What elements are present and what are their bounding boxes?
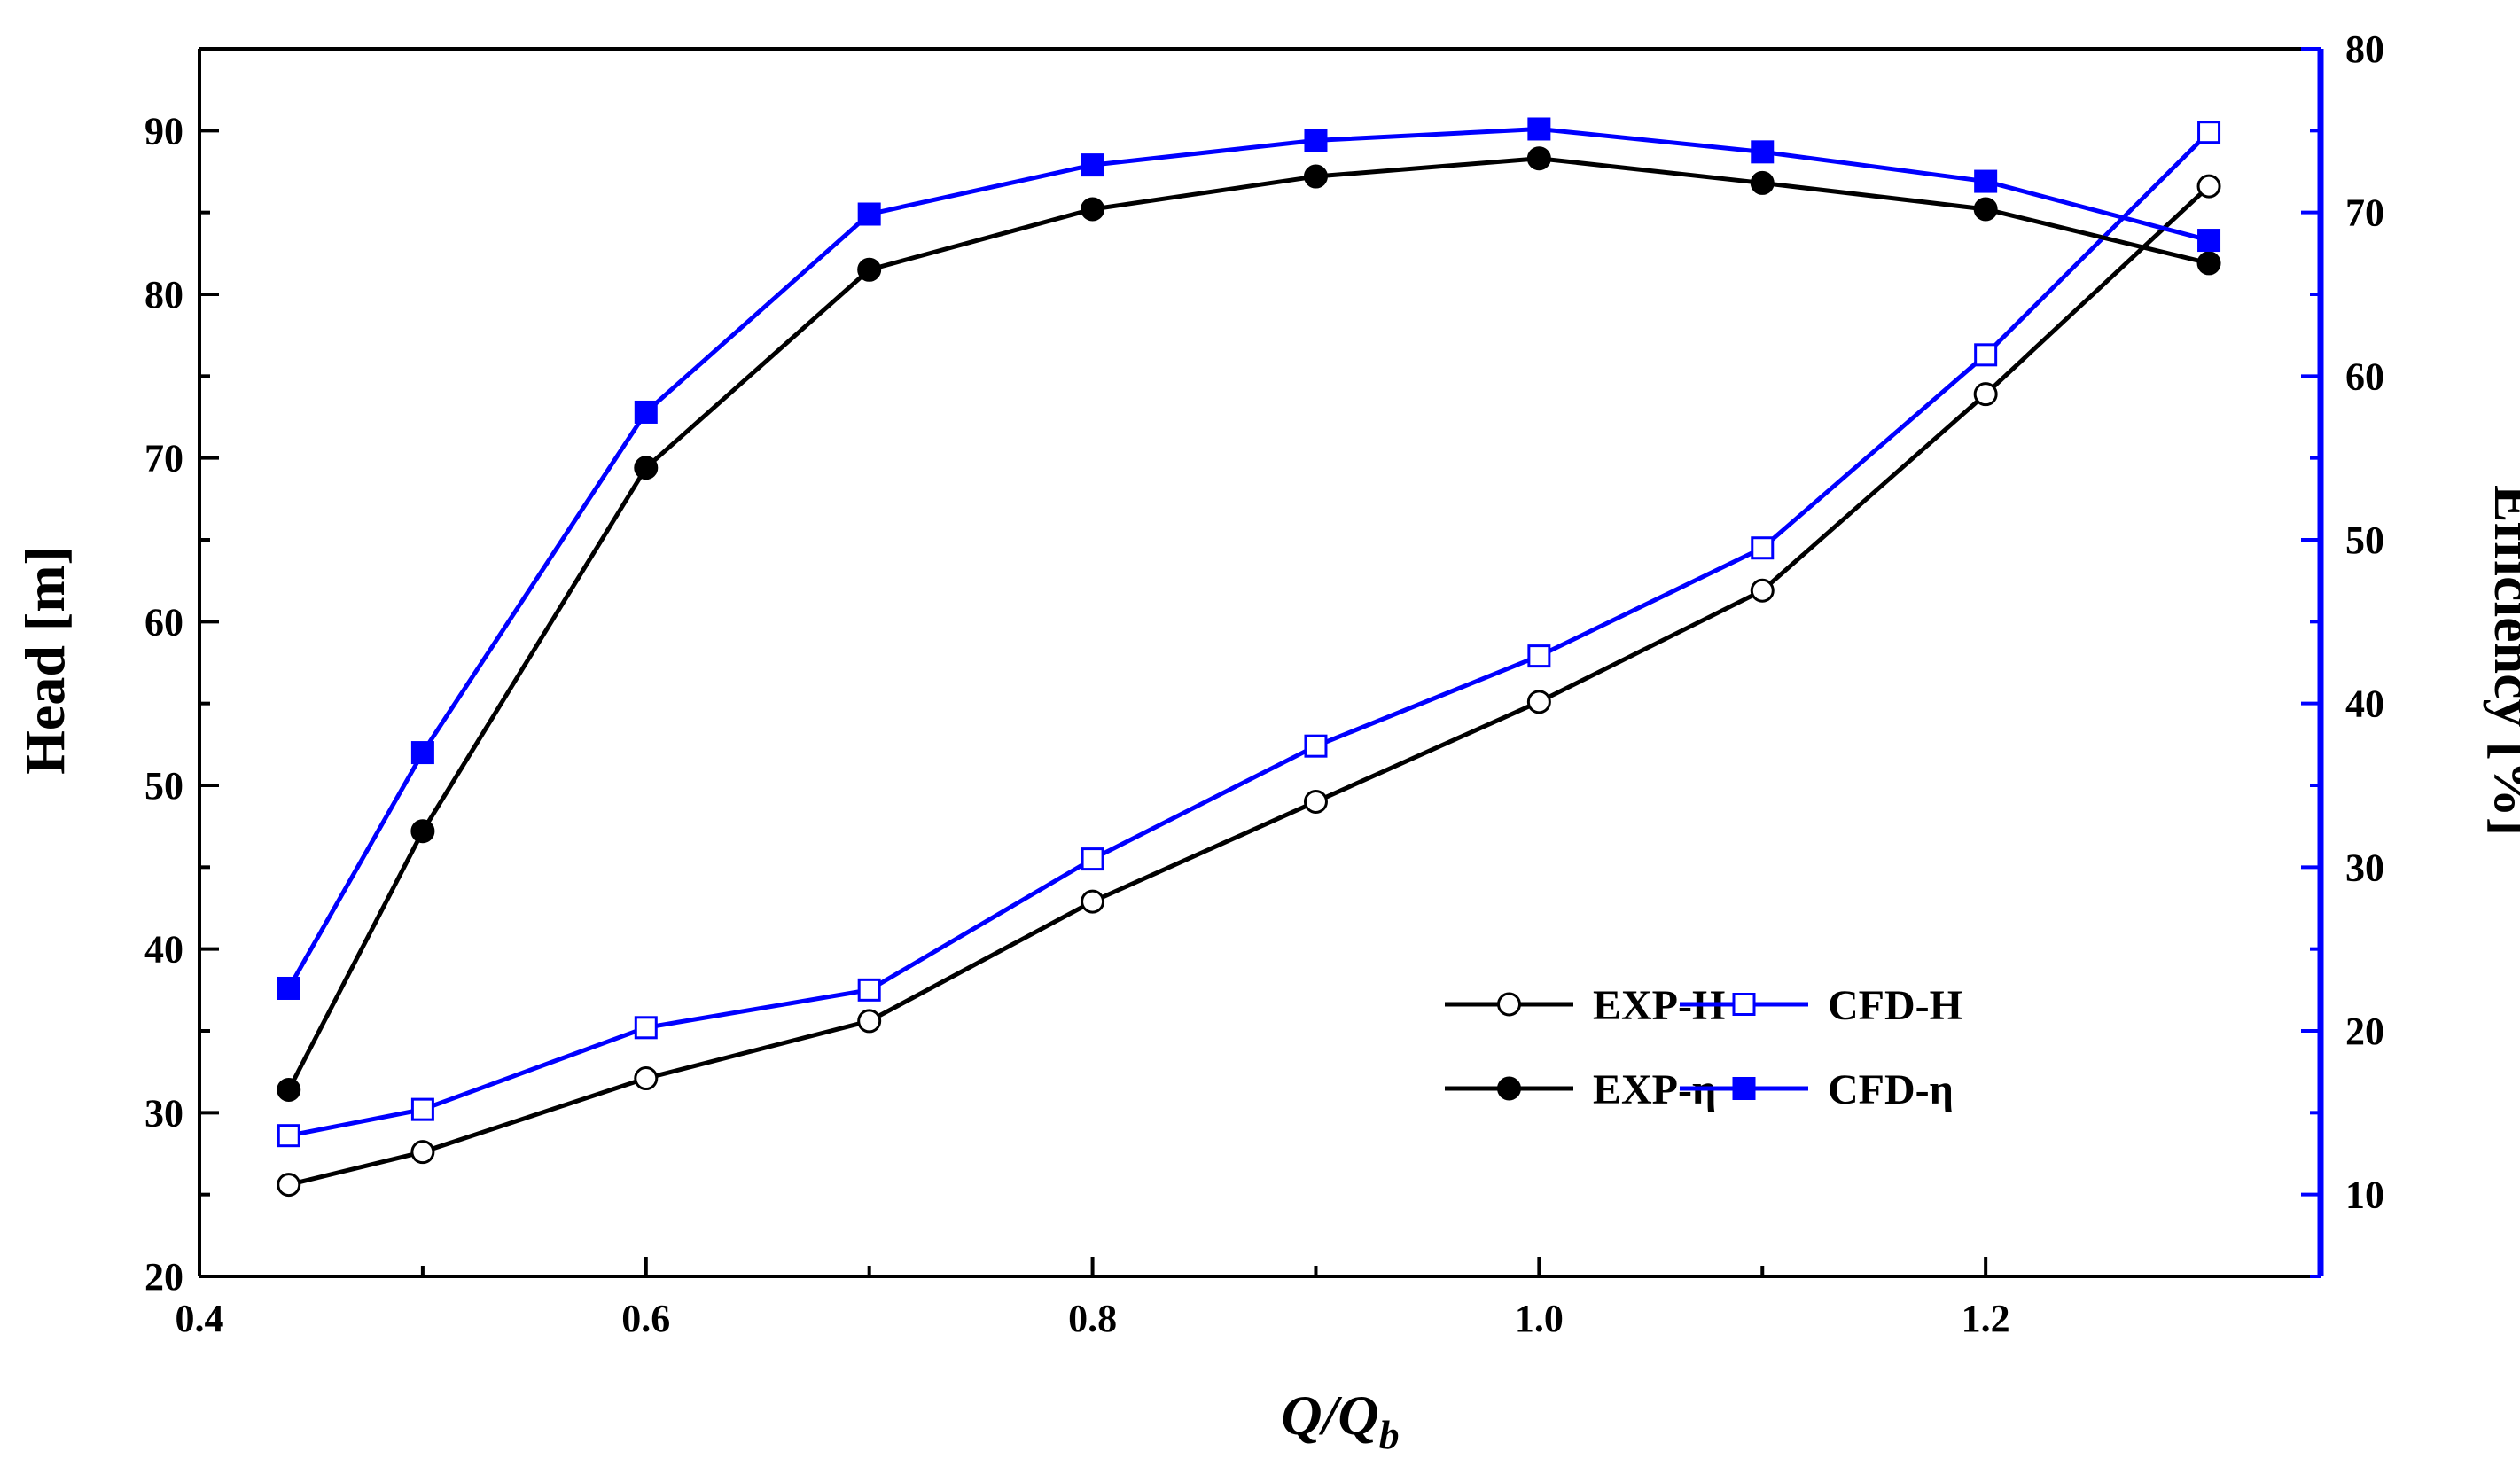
y-tick-label: 40 — [144, 928, 183, 971]
y-tick-label: 80 — [144, 273, 183, 316]
data-point — [1303, 789, 1328, 814]
data-point — [634, 400, 658, 424]
data-point — [1081, 197, 1105, 222]
series-group — [277, 117, 2221, 1198]
legend-marker — [1732, 1077, 1756, 1100]
data-point — [857, 202, 881, 226]
data-point — [277, 1077, 301, 1102]
data-point — [857, 978, 881, 1002]
series-CFD-η — [277, 117, 2221, 1000]
x-tick-label: 1.2 — [1962, 1297, 2010, 1340]
data-point — [857, 1009, 882, 1034]
data-point — [1081, 889, 1105, 914]
x-axis-title-subscript: b — [1379, 1412, 1400, 1457]
series-line — [288, 130, 2211, 1138]
y2-tick-label: 80 — [2345, 27, 2384, 71]
series-EXP-η — [277, 146, 2221, 1102]
data-point — [1526, 146, 1551, 171]
x-tick-label: 0.8 — [1068, 1297, 1117, 1340]
x-axis-title: Q/Qb — [1281, 1384, 1399, 1457]
x-tick-label: 0.6 — [621, 1297, 670, 1340]
y-axis-title: Head [m] — [13, 546, 76, 775]
data-point — [1973, 197, 1998, 222]
data-point — [410, 1097, 434, 1121]
y-tick-label: 60 — [144, 600, 183, 644]
legend-item-EXP-η: EXP-η — [1445, 1066, 1716, 1113]
data-point — [634, 1066, 659, 1091]
data-point — [1527, 644, 1551, 668]
series-line — [288, 184, 2211, 1188]
data-point — [634, 1016, 658, 1040]
data-point — [1974, 343, 1998, 367]
y2-tick-label: 30 — [2345, 846, 2384, 889]
legend-item-CFD-η: CFD-η — [1680, 1066, 1954, 1113]
series-EXP-H — [277, 174, 2221, 1198]
y2-tick-label: 70 — [2345, 191, 2384, 235]
data-point — [2197, 121, 2221, 144]
data-point — [1751, 140, 1775, 164]
y-tick-label: 70 — [144, 437, 183, 480]
axes: 0.4 0.6 0.8 1.0 1.2 20 30 40 50 60 70 80 90 10 20 30 40 5… — [144, 27, 2384, 1340]
data-point — [2197, 229, 2221, 253]
x-tick-label: 1.0 — [1515, 1297, 1564, 1340]
data-point — [1751, 536, 1775, 560]
data-point — [1304, 129, 1328, 152]
y-tick-label: 30 — [144, 1091, 183, 1135]
legend: EXP-H CFD-H EXP-η CFD-η — [1445, 982, 1962, 1113]
data-point — [277, 1173, 301, 1198]
y-tick-label: 20 — [144, 1255, 183, 1299]
series-line — [286, 156, 2210, 1091]
data-point — [1303, 164, 1328, 189]
series-line — [286, 126, 2210, 990]
data-point — [2196, 251, 2221, 276]
y2-tick-label: 20 — [2345, 1010, 2384, 1053]
legend-marker — [1732, 993, 1756, 1016]
data-point — [1973, 382, 1998, 407]
x-tick-label: 0.4 — [176, 1297, 224, 1340]
data-point — [1527, 117, 1551, 141]
data-point — [2196, 174, 2221, 199]
data-point — [277, 1124, 300, 1148]
y2-tick-label: 50 — [2345, 519, 2384, 562]
y-tick-label: 50 — [144, 764, 183, 808]
legend-label: CFD-η — [1828, 1066, 1954, 1113]
data-point — [1750, 578, 1775, 603]
data-point — [277, 976, 300, 1000]
data-point — [1974, 169, 1998, 193]
data-point — [634, 456, 659, 480]
x-axis-title-main: Q/Q — [1281, 1384, 1378, 1447]
data-point — [857, 257, 882, 282]
y2-axis-title: Efficiency [%] — [2483, 485, 2520, 836]
y2-tick-label: 10 — [2345, 1174, 2384, 1217]
legend-marker — [1497, 992, 1521, 1017]
data-point — [1081, 847, 1104, 871]
data-point — [1304, 734, 1328, 758]
data-point — [1750, 170, 1775, 195]
series-CFD-H — [277, 121, 2221, 1148]
data-point — [410, 741, 434, 765]
data-point — [410, 1140, 435, 1165]
legend-marker — [1497, 1076, 1521, 1101]
y2-tick-label: 60 — [2345, 355, 2384, 398]
y2-tick-label: 40 — [2345, 683, 2384, 726]
data-point — [410, 819, 435, 844]
data-point — [1526, 690, 1551, 714]
legend-item-CFD-H: CFD-H — [1680, 982, 1962, 1029]
data-point — [1081, 153, 1104, 177]
legend-label: CFD-H — [1828, 982, 1962, 1029]
y-tick-label: 90 — [144, 109, 183, 152]
legend-item-EXP-H: EXP-H — [1445, 982, 1725, 1029]
